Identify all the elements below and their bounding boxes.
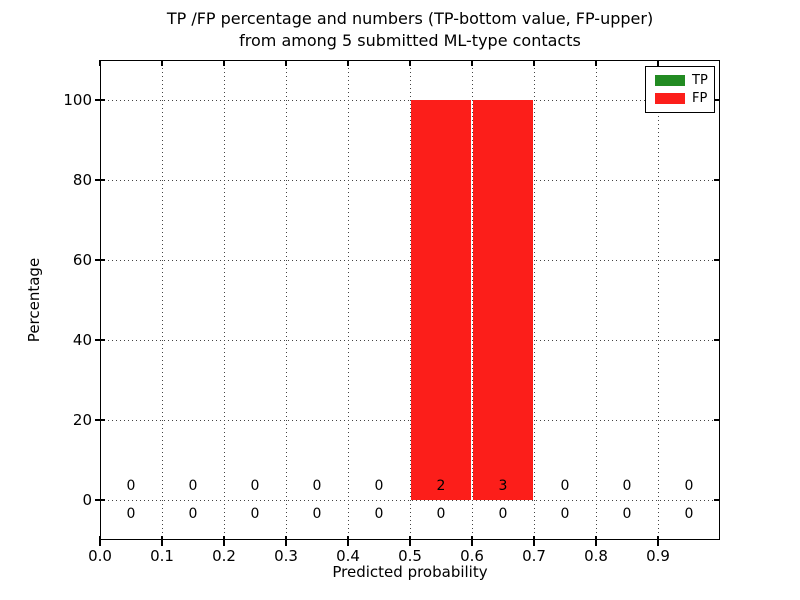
legend: TP FP	[645, 66, 715, 113]
tp-count-label: 0	[684, 506, 694, 522]
x-tick-label: 0.9	[646, 547, 670, 565]
x-tick-mark-top	[595, 60, 597, 66]
y-tick-mark-right	[714, 419, 720, 421]
x-tick-mark-top	[533, 60, 535, 66]
fp-count-label: 0	[560, 478, 570, 494]
tp-count-label: 0	[498, 506, 508, 522]
x-tick-label: 0.8	[584, 547, 608, 565]
y-tick-label: 20	[72, 411, 92, 429]
chart-title-line-1: TP /FP percentage and numbers (TP-bottom…	[166, 9, 654, 28]
bar-fp-bin-0.5	[411, 100, 471, 500]
gridline-vertical	[409, 60, 411, 540]
tp-count-label: 0	[250, 506, 260, 522]
tp-count-label: 0	[622, 506, 632, 522]
chart-title-line-2: from among 5 submitted ML-type contacts	[239, 31, 581, 50]
fp-count-label: 0	[312, 478, 322, 494]
x-tick-mark	[595, 536, 597, 546]
bar-fp-bin-0.6	[473, 100, 533, 500]
x-tick-mark	[285, 536, 287, 546]
x-tick-mark-top	[657, 60, 659, 66]
x-tick-mark-top	[223, 60, 225, 66]
y-tick-label: 60	[72, 251, 92, 269]
y-tick-label: 0	[82, 491, 92, 509]
x-tick-mark	[99, 536, 101, 546]
y-tick-mark-right	[714, 499, 720, 501]
x-tick-mark	[409, 536, 411, 546]
gridline-vertical	[595, 60, 597, 540]
x-tick-mark-top	[161, 60, 163, 66]
x-tick-mark	[347, 536, 349, 546]
tp-count-label: 0	[560, 506, 570, 522]
x-tick-mark-top	[285, 60, 287, 66]
fp-color-swatch	[655, 93, 685, 104]
x-tick-mark	[161, 536, 163, 546]
x-tick-label: 0.5	[398, 547, 422, 565]
x-tick-mark	[223, 536, 225, 546]
gridline-vertical	[471, 60, 473, 540]
y-tick-label: 40	[72, 331, 92, 349]
gridline-vertical	[223, 60, 225, 540]
x-tick-label: 0.0	[88, 547, 112, 565]
legend-label-fp: FP	[692, 91, 708, 106]
y-tick-label: 100	[63, 91, 92, 109]
y-tick-mark-right	[714, 99, 720, 101]
gridline-vertical	[657, 60, 659, 540]
fp-count-label: 0	[126, 478, 136, 494]
y-tick-label: 80	[72, 171, 92, 189]
x-tick-mark	[657, 536, 659, 546]
tp-count-label: 0	[188, 506, 198, 522]
x-tick-label: 0.3	[274, 547, 298, 565]
tp-count-label: 0	[374, 506, 384, 522]
fp-count-label: 0	[622, 478, 632, 494]
legend-entry-tp: TP	[646, 74, 714, 87]
y-tick-mark-right	[714, 179, 720, 181]
tp-color-swatch	[655, 75, 685, 86]
tp-count-label: 0	[126, 506, 136, 522]
x-tick-mark-top	[471, 60, 473, 66]
fp-count-label: 0	[250, 478, 260, 494]
fp-count-label: 0	[684, 478, 694, 494]
x-tick-mark	[471, 536, 473, 546]
y-axis-label: Percentage	[25, 257, 43, 343]
legend-entry-fp: FP	[646, 92, 714, 105]
x-tick-label: 0.4	[336, 547, 360, 565]
tp-count-label: 0	[312, 506, 322, 522]
gridline-vertical	[285, 60, 287, 540]
x-tick-mark-top	[409, 60, 411, 66]
x-tick-label: 0.6	[460, 547, 484, 565]
y-tick-mark-right	[714, 339, 720, 341]
fp-count-label: 2	[436, 478, 446, 494]
chart-title: TP /FP percentage and numbers (TP-bottom…	[100, 8, 720, 52]
x-tick-mark-top	[347, 60, 349, 66]
x-axis-label: Predicted probability	[332, 563, 488, 581]
x-tick-mark	[533, 536, 535, 546]
x-tick-label: 0.1	[150, 547, 174, 565]
gridline-vertical	[533, 60, 535, 540]
fp-count-label: 0	[374, 478, 384, 494]
fp-count-label: 0	[188, 478, 198, 494]
gridline-vertical	[161, 60, 163, 540]
gridline-vertical	[347, 60, 349, 540]
x-tick-label: 0.7	[522, 547, 546, 565]
plot-frame	[100, 60, 720, 540]
y-tick-mark-right	[714, 259, 720, 261]
fp-count-label: 3	[498, 478, 508, 494]
x-tick-label: 0.2	[212, 547, 236, 565]
legend-label-tp: TP	[692, 73, 708, 88]
tp-count-label: 0	[436, 506, 446, 522]
